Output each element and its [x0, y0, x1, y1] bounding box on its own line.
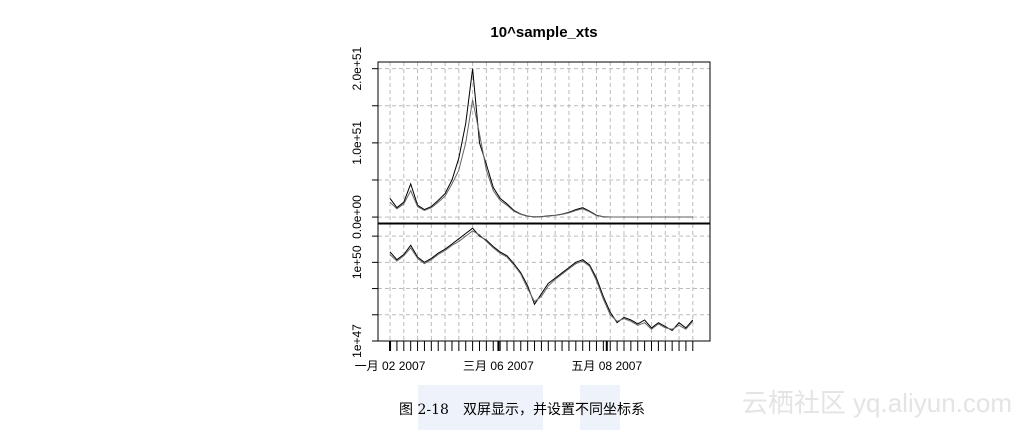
series-line: [389, 230, 694, 330]
x-tick-label: 一月 02 2007: [355, 359, 426, 373]
watermark-block: [418, 385, 543, 430]
series-line: [389, 99, 693, 218]
y-tick-label: 1e+47: [350, 324, 364, 358]
x-tick-label: 三月 06 2007: [463, 359, 534, 373]
watermark: 云栖社区 yq.aliyun.com: [742, 388, 1012, 418]
y-tick-label: 1.0e+51: [350, 121, 364, 165]
y-tick-label: 2.0e+51: [350, 46, 364, 90]
x-tick-label: 五月 08 2007: [571, 359, 642, 373]
y-tick-label: 1e+50: [350, 245, 364, 279]
chart-title: 10^sample_xts: [490, 24, 597, 41]
caption: 图 2-18 双屏显示，并设置不同坐标系: [399, 402, 645, 418]
y-tick-label: 0.0e+00: [350, 195, 364, 239]
series-line: [389, 227, 694, 332]
watermark-block: [580, 385, 620, 430]
